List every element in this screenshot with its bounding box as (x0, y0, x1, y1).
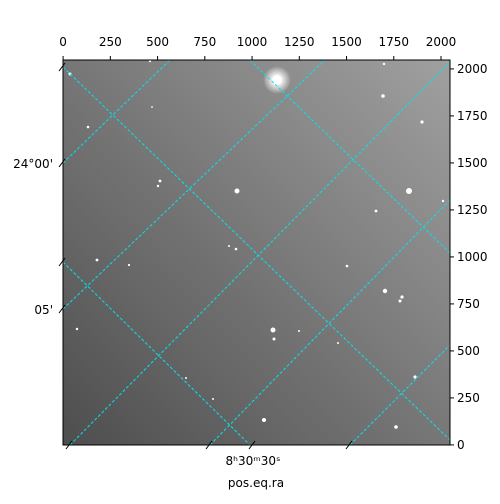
sky-image (62, 59, 451, 446)
x-tick-label: 250 (99, 35, 122, 49)
x-axis-label: pos.eq.ra (228, 476, 284, 490)
stars (68, 60, 445, 429)
y-tick-label: 750 (457, 297, 480, 311)
world-x-tick-label: 8ʰ30ᵐ30ˢ (226, 454, 281, 468)
world-grid (63, 60, 450, 445)
x-tick-label: 1500 (331, 35, 362, 49)
y-tick-label: 2000 (457, 62, 488, 76)
world-tick-marks (58, 62, 353, 450)
x-tick-label: 1250 (284, 35, 315, 49)
y-tick-label: 0 (457, 438, 465, 452)
y-tick-label: 1500 (457, 156, 488, 170)
world-y-tick-label: 24°00' (13, 157, 53, 171)
y-tick-label: 1250 (457, 203, 488, 217)
world-y-tick-label: 05' (34, 303, 53, 317)
y-tick-label: 500 (457, 344, 480, 358)
x-tick-label: 750 (193, 35, 216, 49)
x-tick-label: 1750 (379, 35, 410, 49)
x-tick-label: 0 (59, 35, 67, 49)
x-tick-label: 500 (146, 35, 169, 49)
y-tick-label: 1000 (457, 250, 488, 264)
y-tick-label: 1750 (457, 109, 488, 123)
x-tick-label: 2000 (426, 35, 457, 49)
y-tick-label: 250 (457, 391, 480, 405)
x-tick-label: 1000 (237, 35, 268, 49)
